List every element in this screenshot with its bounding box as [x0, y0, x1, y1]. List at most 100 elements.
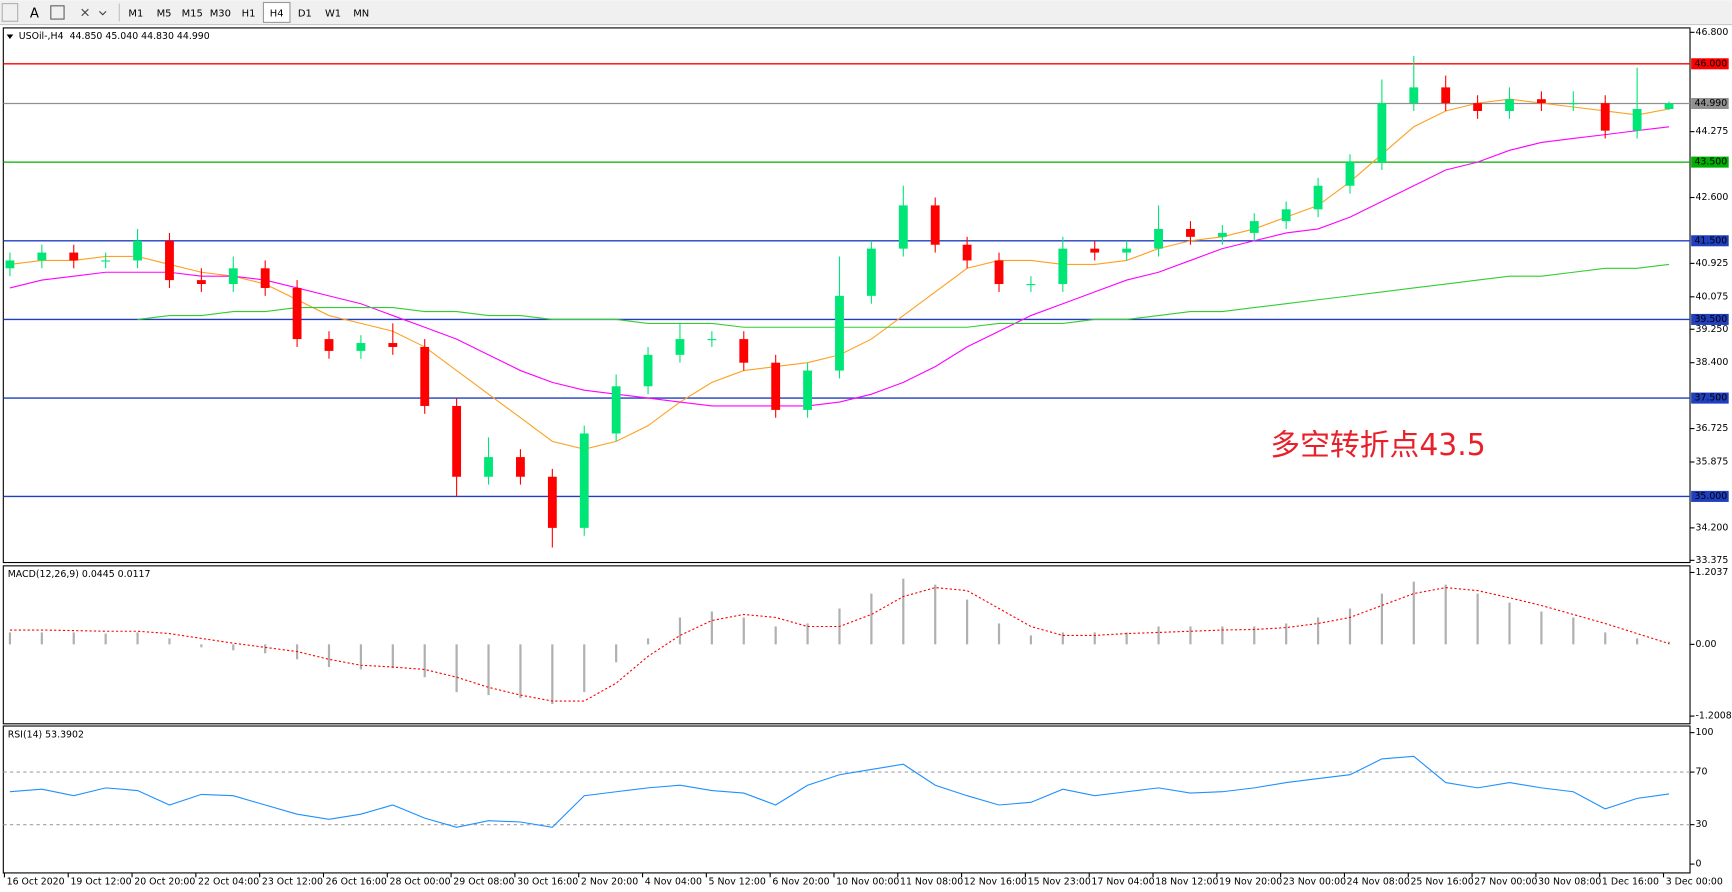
- candle-body: [1441, 87, 1451, 104]
- candle-body: [165, 240, 174, 281]
- candle-body: [643, 354, 653, 387]
- x-tick-label: 30 Nov 08:00: [1538, 876, 1601, 887]
- x-tick-label: 6 Nov 20:00: [772, 876, 829, 887]
- candle-body: [292, 287, 302, 340]
- x-tick-label: 28 Oct 00:00: [389, 876, 450, 887]
- timeframe-button[interactable]: M15: [182, 9, 203, 20]
- y-tick-label: 100: [1696, 727, 1714, 738]
- timeframe-button[interactable]: M30: [210, 9, 231, 20]
- shapes-tool[interactable]: [81, 8, 107, 17]
- timeframe-button[interactable]: W1: [325, 9, 341, 20]
- candle-body: [835, 295, 844, 371]
- candle-body: [930, 205, 940, 245]
- timeframe-button[interactable]: H1: [242, 9, 256, 20]
- x-tick-label: 23 Oct 12:00: [262, 876, 323, 887]
- timeframe-button[interactable]: MN: [353, 9, 369, 20]
- x-tick-label: 19 Oct 12:00: [70, 876, 131, 887]
- macd-signal: [9, 587, 1670, 702]
- y-tick-label: 38.400: [1696, 357, 1729, 368]
- moving-average: [9, 126, 1670, 407]
- timeframe-button[interactable]: M5: [157, 9, 172, 20]
- candle-body: [452, 405, 462, 477]
- candle-body: [579, 433, 589, 528]
- x-tick-label: 10 Nov 00:00: [836, 876, 899, 887]
- pane-frame: [2, 725, 1691, 874]
- candle-body: [1154, 228, 1163, 249]
- candle-body: [739, 339, 749, 363]
- x-tick-label: 17 Nov 04:00: [1091, 876, 1154, 887]
- candle-body: [37, 252, 47, 261]
- y-tick-label: 70: [1696, 767, 1708, 778]
- x-tick-label: 19 Nov 20:00: [1219, 876, 1282, 887]
- candle-body: [1409, 87, 1419, 104]
- timeframe-button[interactable]: M1: [128, 9, 143, 20]
- y-tick-label: 36.725: [1696, 423, 1729, 434]
- candle-body: [260, 268, 270, 288]
- candle-body: [1632, 109, 1642, 131]
- price-level-tag: [1691, 58, 1729, 70]
- price-level-label: 37.500: [1694, 393, 1727, 404]
- label-tool[interactable]: [50, 5, 65, 20]
- candle-body: [611, 386, 621, 434]
- candle-body: [1473, 103, 1483, 111]
- x-tick-label: 23 Nov 00:00: [1283, 876, 1346, 887]
- pane-title: USOil-,H4: [19, 31, 64, 42]
- pane-title: MACD(12,26,9) 0.0445 0.0117: [8, 569, 151, 580]
- y-tick-label: 39.250: [1696, 324, 1729, 335]
- price-level-label: 43.500: [1694, 157, 1727, 168]
- candle-body: [1505, 99, 1514, 111]
- candle-body: [1377, 103, 1387, 163]
- candle-body: [803, 370, 813, 410]
- candle-body: [1664, 103, 1674, 110]
- toolbar-bg: [0, 0, 1732, 25]
- crosshair-tool[interactable]: [1, 3, 19, 22]
- y-tick-label: 1.2037: [1696, 567, 1729, 578]
- moving-average: [137, 263, 1670, 328]
- candle-body: [675, 339, 685, 355]
- candle-body: [866, 248, 876, 296]
- pane-title: RSI(14) 53.3902: [8, 729, 84, 740]
- price-level-tag: [1691, 490, 1729, 502]
- candle-body: [994, 260, 1004, 285]
- panes: 46.800 44.275 42.600 40.925 40.075 39.250 38.4…: [2, 27, 1732, 887]
- x-tick-label: 29 Oct 08:00: [453, 876, 514, 887]
- candle-body: [1026, 284, 1036, 286]
- x-tick-label: 2 Nov 20:00: [581, 876, 638, 887]
- y-tick-label: -1.2008: [1696, 711, 1732, 722]
- price-level-tag: [1691, 392, 1729, 404]
- y-tick-label: 46.800: [1696, 27, 1729, 38]
- candle-body: [324, 339, 334, 351]
- y-tick-label: 33.375: [1696, 555, 1729, 566]
- candle-body: [388, 343, 398, 347]
- x-tick-label: 24 Nov 08:00: [1347, 876, 1410, 887]
- price-level-tag: [1691, 97, 1729, 110]
- candle-body: [228, 268, 238, 285]
- text-tool-icon[interactable]: A: [30, 7, 39, 22]
- y-tick-label: 44.275: [1696, 126, 1729, 137]
- y-tick-label: 34.200: [1696, 522, 1729, 533]
- price-level-label: 41.500: [1694, 235, 1727, 246]
- price-level-tag: [1691, 313, 1729, 325]
- price-level-label: 35.000: [1694, 491, 1727, 502]
- candle-body: [1122, 248, 1132, 253]
- y-tick-label: 40.925: [1696, 258, 1729, 269]
- candle-body: [898, 205, 908, 249]
- rsi-line: [9, 755, 1670, 828]
- pane-frame: [2, 27, 1691, 564]
- y-tick-label: 42.600: [1696, 192, 1729, 203]
- candle-body: [484, 457, 493, 477]
- price-level-label: 44.990: [1694, 98, 1727, 109]
- timeframe-button[interactable]: H4: [270, 9, 284, 20]
- price-level-tag: [1691, 156, 1729, 168]
- candle-body: [1217, 232, 1227, 237]
- candle-body: [771, 362, 781, 410]
- x-tick-label: 1 Dec 16:00: [1602, 876, 1659, 887]
- timeframe-button[interactable]: D1: [298, 9, 312, 20]
- candle-body: [547, 476, 557, 528]
- x-tick-label: 27 Nov 00:00: [1474, 876, 1537, 887]
- timeframe-active: [262, 1, 291, 23]
- candle-body: [196, 280, 206, 285]
- x-tick-label: 22 Oct 04:00: [198, 876, 259, 887]
- price-level-tag: [1691, 235, 1729, 247]
